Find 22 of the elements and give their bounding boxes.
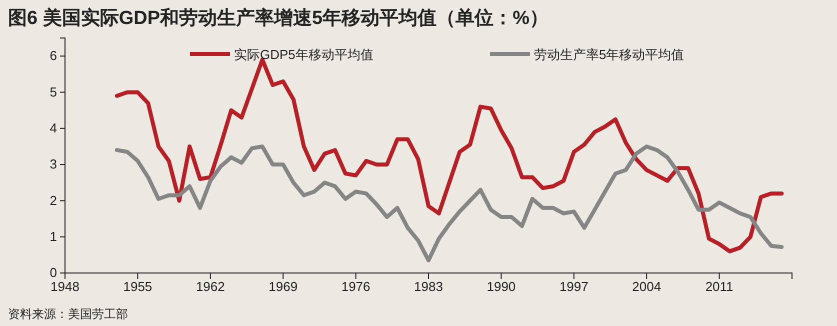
text: 资料来源：美国劳工部 xyxy=(8,307,128,321)
y-tick-label: 1 xyxy=(50,229,57,244)
legend-label: 实际GDP5年移动平均值 xyxy=(234,47,374,62)
x-tick-label: 1983 xyxy=(414,279,443,294)
x-tick-label: 1990 xyxy=(486,279,516,294)
x-tick-label: 1969 xyxy=(268,279,298,294)
x-tick-label: 2004 xyxy=(632,279,662,294)
x-tick-label: 1962 xyxy=(196,279,225,294)
x-tick-label: 2011 xyxy=(705,279,734,294)
y-tick-label: 6 xyxy=(50,48,57,64)
legend-label: 劳动生产率5年移动平均值 xyxy=(534,47,684,62)
y-tick-label: 3 xyxy=(50,156,57,172)
x-tick-label: 1997 xyxy=(559,279,588,294)
x-tick-label: 1976 xyxy=(341,279,370,294)
chart-title: 图6 美国实际GDP和劳动生产率增速5年移动平均值（单位：%） xyxy=(8,7,548,29)
y-tick-label: 4 xyxy=(50,120,57,136)
y-tick-label: 5 xyxy=(50,84,57,100)
x-tick-label: 1948 xyxy=(50,279,80,294)
x-tick-label: 1955 xyxy=(123,279,152,294)
line-series xyxy=(114,144,784,262)
y-tick-label: 2 xyxy=(50,192,57,208)
y-tick-label: 0 xyxy=(50,265,57,280)
